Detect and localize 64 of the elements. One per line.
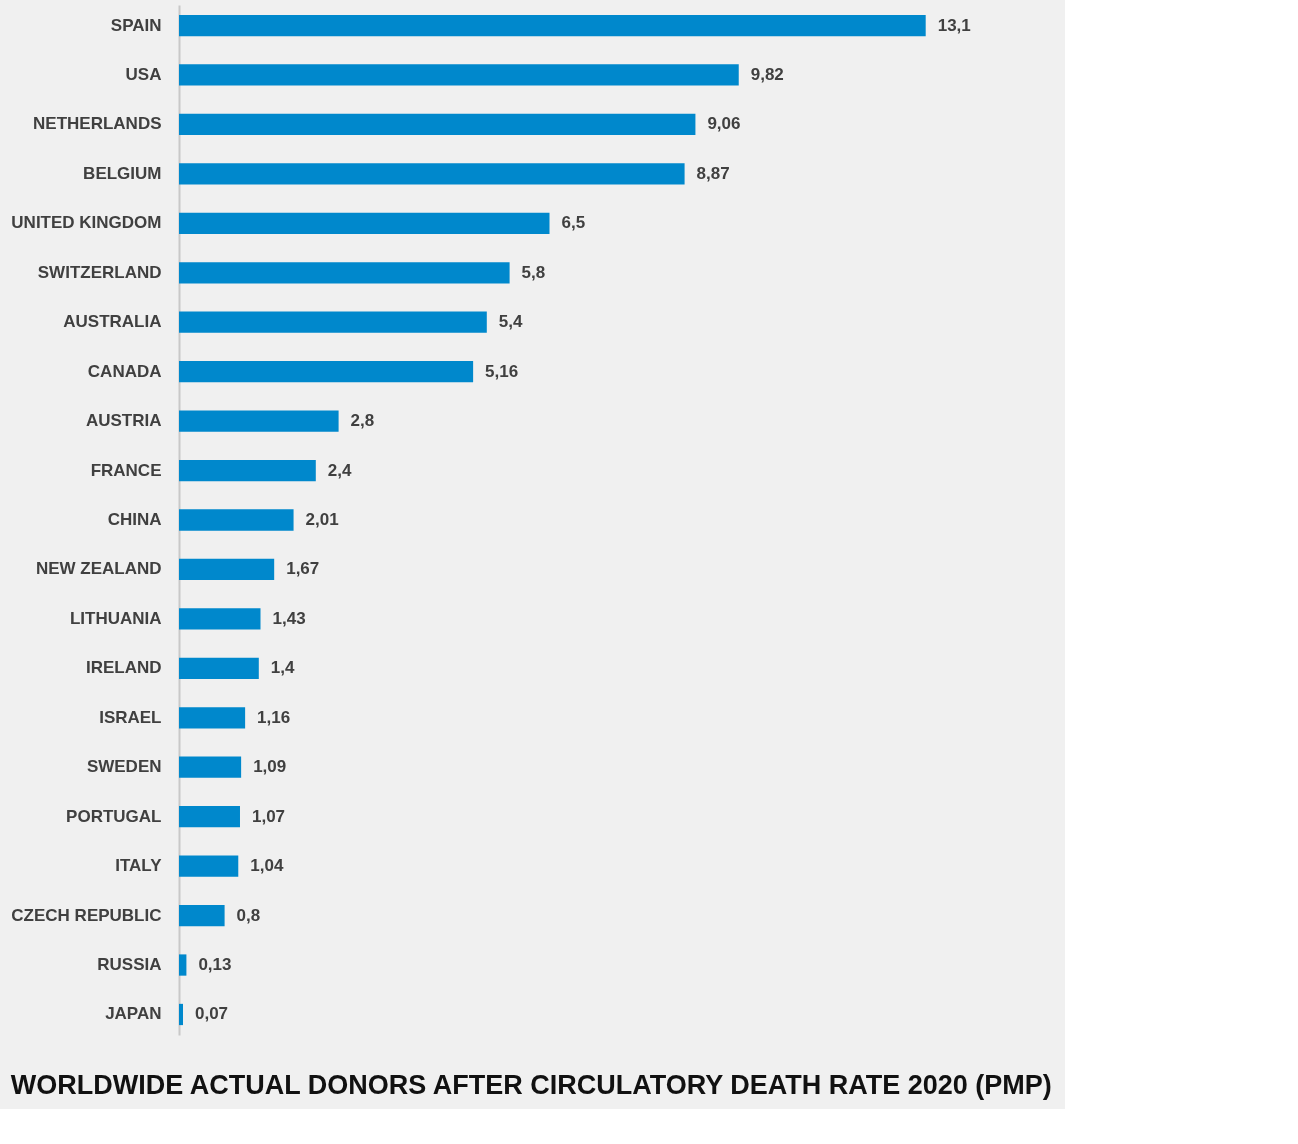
bar [179, 657, 259, 679]
bar [179, 410, 339, 432]
y-tick-label: RUSSIA [97, 955, 162, 975]
bar [179, 113, 696, 136]
text: WORLDWIDE ACTUAL DONORS AFTER CIRCULATORY DEATH RATE 2020 (PMP) [10, 1070, 1052, 1100]
data-label: 1,04 [250, 856, 284, 876]
data-label: 0,07 [194, 1004, 229, 1024]
bar [179, 954, 187, 976]
y-tick-label: JAPAN [105, 1004, 162, 1024]
bar [179, 459, 316, 482]
bar [179, 64, 739, 86]
data-label: 6,5 [561, 213, 586, 233]
data-label: 5,8 [521, 262, 546, 282]
y-tick-label: SWEDEN [86, 757, 162, 777]
data-label: 5,4 [498, 312, 523, 332]
y-tick-label: FRANCE [90, 460, 162, 480]
bar [179, 163, 685, 185]
data-label: 13,1 [937, 15, 971, 35]
y-tick-label: ISRAEL [99, 707, 162, 727]
y-tick-label: IRELAND [85, 658, 162, 678]
bar [179, 806, 240, 828]
bar [179, 558, 275, 581]
y-tick-label: USA [125, 64, 162, 84]
bar [179, 707, 246, 729]
data-label: 2,01 [305, 510, 339, 529]
bar [179, 509, 294, 531]
y-tick-label: SWITZERLAND [37, 262, 162, 282]
bar [179, 904, 225, 927]
data-label: 8,87 [696, 163, 730, 183]
y-tick-label: CZECH REPUBLIC [11, 905, 162, 925]
y-tick-label: ITALY [115, 856, 163, 876]
bar [179, 1003, 183, 1026]
y-tick-label: SPAIN [110, 15, 162, 35]
data-label: 9,82 [750, 64, 784, 84]
data-label: 0,13 [198, 955, 232, 975]
y-tick-label: UNITED KINGDOM [11, 213, 162, 233]
data-label: 0,8 [236, 905, 261, 925]
bar [179, 262, 510, 284]
data-label: 1,4 [270, 658, 295, 678]
bar [179, 756, 242, 778]
y-tick-label: AUSTRALIA [63, 312, 162, 332]
data-label: 5,16 [485, 361, 519, 381]
bar [179, 311, 487, 333]
y-tick-label: BELGIUM [83, 163, 162, 183]
data-label: 2,4 [327, 460, 352, 480]
data-label: 9,06 [707, 114, 741, 134]
bar [179, 361, 474, 383]
bar [179, 212, 550, 234]
bar [179, 855, 239, 877]
bar [179, 608, 261, 630]
y-tick-label: CHINA [107, 510, 162, 529]
y-tick-label: PORTUGAL [66, 806, 162, 826]
y-tick-label: AUSTRIA [85, 411, 162, 431]
data-label: 1,09 [253, 757, 287, 777]
data-label: 1,43 [272, 608, 306, 628]
y-tick-label: CANADA [87, 361, 162, 381]
data-label: 1,67 [286, 559, 320, 579]
y-tick-label: NETHERLANDS [33, 114, 162, 134]
y-tick-label: LITHUANIA [69, 608, 162, 628]
data-label: 2,8 [350, 411, 375, 431]
data-label: 1,07 [251, 806, 286, 826]
y-tick-label: NEW ZEALAND [35, 559, 162, 579]
bar [179, 14, 926, 37]
data-label: 1,16 [257, 707, 291, 727]
